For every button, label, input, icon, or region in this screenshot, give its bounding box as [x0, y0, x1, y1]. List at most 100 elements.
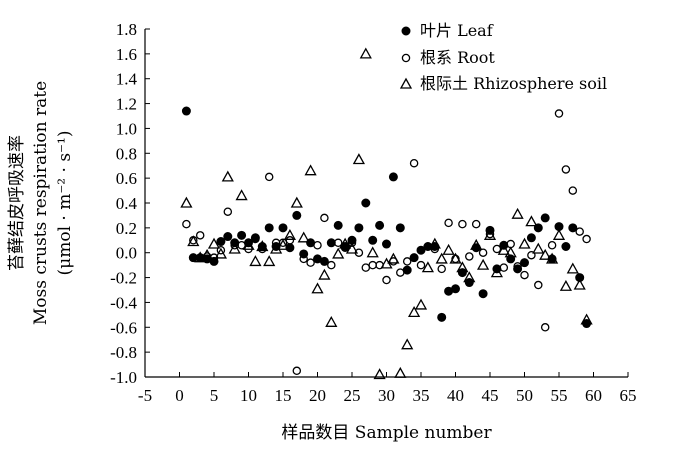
y-tick-label: -0.8	[110, 343, 137, 362]
leaf-point	[458, 269, 466, 277]
leaf-point	[389, 173, 397, 181]
rhizosphere-soil-point	[223, 172, 233, 181]
root-point	[369, 262, 376, 269]
x-tick-label: 20	[309, 386, 326, 405]
x-tick-label: 15	[275, 386, 292, 405]
leaf-point	[279, 224, 287, 232]
leaf-point	[562, 243, 570, 251]
leaf-point	[369, 236, 377, 244]
root-point	[445, 219, 452, 226]
root-point	[314, 242, 321, 249]
root-point	[266, 173, 273, 180]
leaf-point	[383, 240, 391, 248]
root-point	[328, 262, 335, 269]
x-tick-label: 45	[482, 386, 499, 405]
leaf-point	[355, 224, 363, 232]
rhizosphere-soil-point	[416, 300, 426, 309]
y-tick-label: 1.4	[116, 70, 138, 89]
root-point	[183, 221, 190, 228]
rhizosphere-soil-point	[526, 217, 536, 226]
y-tick-label: 1.8	[116, 20, 137, 39]
leaf-point	[541, 214, 549, 222]
y-axis-label-line-2: Moss crusts respiration rate	[31, 81, 51, 325]
legend-root-marker	[402, 54, 409, 61]
x-tick-label: 10	[240, 386, 257, 405]
rhizosphere-soil-point	[568, 264, 578, 273]
legend-leaf-marker	[402, 27, 410, 35]
legend-leaf-label: 叶片 Leaf	[420, 21, 494, 40]
y-axis-label-line-3: (μmol · m⁻² · s⁻¹)	[55, 131, 75, 276]
leaf-point	[465, 279, 473, 287]
y-tick-label: -0.4	[110, 293, 137, 312]
y-tick-label: 1.6	[116, 45, 137, 64]
rhizosphere-soil-point	[402, 340, 412, 349]
rhizosphere-soil-point	[237, 191, 247, 200]
rhizosphere-soil-point	[554, 230, 564, 239]
leaf-point	[265, 224, 273, 232]
y-tick-label: 0.8	[116, 144, 137, 163]
y-tick-label: 0.4	[116, 194, 138, 213]
y-tick-label: -1.0	[110, 368, 137, 387]
root-point	[383, 276, 390, 283]
root-point	[569, 187, 576, 194]
leaf-point	[238, 231, 246, 239]
root-point	[466, 253, 473, 260]
root-point	[555, 110, 562, 117]
rhizosphere-soil-point	[292, 198, 302, 207]
rhizosphere-soil-point	[437, 254, 447, 263]
x-axis-label: 样品数目 Sample number	[281, 423, 492, 443]
root-point	[411, 160, 418, 167]
rhizosphere-soil-point	[444, 245, 454, 254]
legend-rhizosphere-soil-label: 根际土 Rhizosphere soil	[420, 74, 607, 93]
y-tick-label: -0.2	[110, 269, 137, 288]
x-tick-label: 65	[620, 386, 637, 405]
rhizosphere-soil-point	[326, 317, 336, 326]
rhizosphere-soil-point	[368, 248, 378, 257]
leaf-point	[438, 313, 446, 321]
x-tick-label: 30	[378, 386, 395, 405]
y-tick-label: 1.2	[116, 95, 137, 114]
rhizosphere-soil-point	[313, 284, 323, 293]
leaf-point	[182, 107, 190, 115]
root-point	[293, 367, 300, 374]
legend-rhizosphere-soil-marker	[401, 79, 411, 88]
x-tick-label: 35	[413, 386, 430, 405]
root-point	[562, 166, 569, 173]
root-point	[438, 265, 445, 272]
legend-root-label: 根系 Root	[420, 48, 495, 67]
root-point	[321, 214, 328, 221]
leaf-point	[452, 285, 460, 293]
x-tick-label: -5	[138, 386, 152, 405]
root-point	[404, 258, 411, 265]
y-tick-label: 0.6	[116, 169, 137, 188]
legend: 叶片 Leaf 根系 Root 根际土 Rhizosphere soil	[401, 21, 607, 93]
root-point	[500, 264, 507, 271]
x-tick-label: 50	[516, 386, 533, 405]
leaf-point	[362, 199, 370, 207]
rhizosphere-soil-point	[361, 49, 371, 58]
root-point	[583, 235, 590, 242]
root-point	[224, 208, 231, 215]
root-point	[473, 221, 480, 228]
x-tick-label: 60	[585, 386, 602, 405]
x-tick-label: 5	[210, 386, 219, 405]
y-tick-label: 0.2	[116, 219, 137, 238]
y-axis-label: 苔藓结皮呼吸速率 Moss crusts respiration rate (μ…	[7, 81, 75, 325]
root-point	[397, 269, 404, 276]
rhizosphere-soil-point	[250, 256, 260, 265]
leaf-point	[293, 211, 301, 219]
root-point	[576, 228, 583, 235]
root-point	[459, 221, 466, 228]
y-axis-label-line-1: 苔藓结皮呼吸速率	[7, 135, 27, 271]
x-tick-label: 55	[551, 386, 568, 405]
y-tick-label: 1.0	[116, 119, 137, 138]
root-point	[417, 262, 424, 269]
x-tick-label: 0	[175, 386, 184, 405]
y-tick-label: 0.0	[116, 244, 137, 263]
rhizosphere-soil-point	[513, 209, 523, 218]
root-point	[542, 324, 549, 331]
rhizosphere-soil-point	[561, 281, 571, 290]
root-point	[307, 259, 314, 266]
root-point	[521, 271, 528, 278]
